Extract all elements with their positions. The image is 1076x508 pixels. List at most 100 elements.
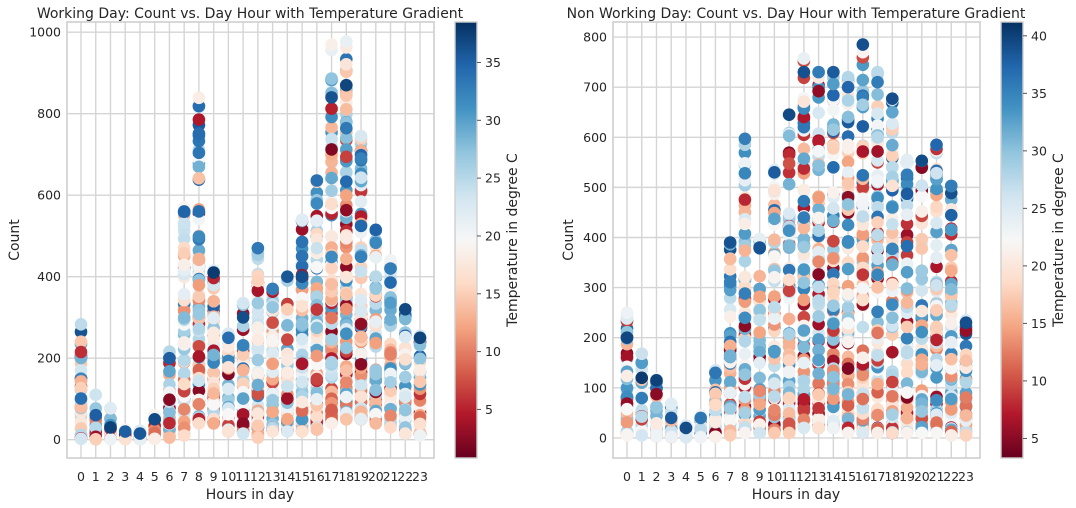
non-working-day-point [871, 326, 884, 340]
working-day-point [340, 390, 353, 404]
non-working-day-point [930, 225, 943, 239]
working-day-xtick-label: 21 [383, 469, 399, 484]
non-working-day-point [900, 426, 914, 440]
working-day-point [89, 421, 103, 435]
working-day-point [340, 270, 353, 284]
non-working-day-title: Non Working Day: Count vs. Day Hour with… [567, 6, 1026, 22]
non-working-day-point [797, 95, 811, 108]
non-working-day-point [827, 214, 840, 228]
working-day-point [74, 381, 88, 395]
working-day-point [207, 348, 220, 362]
non-working-day-point [723, 429, 737, 442]
non-working-day-point [753, 384, 766, 398]
working-day-point [325, 311, 338, 325]
non-working-day-point [856, 120, 870, 133]
non-working-day-point [782, 327, 796, 341]
working-day-point [310, 232, 324, 246]
non-working-day-point [797, 162, 811, 175]
working-day-point [369, 367, 383, 381]
non-working-day-point [930, 279, 943, 292]
working-day-point [295, 395, 309, 409]
working-day-point [340, 327, 353, 340]
non-working-day-point [812, 245, 825, 259]
non-working-day-point [900, 357, 914, 371]
working-day-point [192, 253, 206, 267]
non-working-day-point [723, 414, 737, 428]
non-working-day-point [930, 138, 943, 152]
working-day-point [369, 251, 383, 264]
working-day-point [398, 302, 412, 316]
non-working-day-point [827, 268, 840, 281]
non-working-day-point [782, 166, 796, 180]
non-working-day-point [871, 75, 884, 89]
working-day-point [369, 236, 383, 250]
working-day-point [369, 336, 383, 350]
non-working-day-point [812, 294, 825, 307]
working-day-point [354, 330, 368, 344]
non-working-day-point [915, 179, 929, 192]
working-day-point [295, 317, 309, 331]
working-day-point [192, 91, 206, 105]
non-working-day-point [930, 393, 943, 407]
non-working-day-point [812, 367, 825, 380]
working-day-point [295, 332, 309, 346]
working-day-xtick-label: 20 [368, 469, 384, 484]
non-working-day-point [900, 366, 914, 379]
working-day-point [310, 321, 324, 335]
non-working-day-point [738, 193, 752, 206]
working-day-point [104, 401, 117, 415]
working-day-point [398, 370, 412, 384]
working-day-point [74, 318, 88, 331]
non-working-day-point [930, 182, 943, 196]
non-working-day-point [797, 356, 811, 370]
working-day-point [163, 364, 176, 378]
non-working-day-point [886, 201, 899, 214]
working-day-point [340, 131, 353, 145]
non-working-day-point [944, 362, 958, 375]
non-working-day-point [738, 334, 752, 348]
non-working-day-point [841, 362, 855, 375]
working-day-point [266, 346, 279, 360]
non-working-day-point [930, 216, 943, 230]
non-working-day-point [650, 374, 663, 387]
working-day-point [148, 432, 161, 446]
working-day-colorbar [455, 22, 477, 458]
working-day-point [295, 235, 309, 249]
non-working-day-colorbar-tick-label: 30 [1031, 143, 1047, 158]
non-working-day-point [856, 210, 870, 223]
working-day-point [413, 429, 427, 442]
non-working-day-point [782, 239, 796, 252]
working-day-point [251, 296, 265, 310]
non-working-day-xtick-label: 6 [711, 469, 719, 484]
non-working-day-point [797, 310, 811, 324]
non-working-day-point [723, 263, 737, 276]
non-working-day-point [841, 155, 855, 169]
non-working-day-point [768, 390, 781, 403]
working-day-point [369, 282, 383, 295]
working-day-point [236, 296, 250, 310]
non-working-day-point [841, 138, 855, 152]
working-day-point [325, 417, 338, 430]
working-day-point [354, 357, 368, 371]
working-day-point [236, 392, 250, 405]
working-day-xtick-label: 6 [165, 469, 173, 484]
non-working-day-point [797, 65, 811, 79]
non-working-day-point [782, 417, 796, 431]
working-day-xtick-label: 3 [121, 469, 129, 484]
non-working-day-point [827, 88, 840, 102]
non-working-day-xtick-label: 16 [855, 469, 871, 484]
non-working-day-point [871, 119, 884, 132]
working-day-point [310, 214, 324, 228]
non-working-day-point [827, 142, 840, 155]
non-working-day-point [886, 426, 899, 440]
working-day-point [384, 313, 397, 327]
working-day-point [192, 339, 206, 353]
non-working-day-point [871, 426, 884, 440]
non-working-day-point [886, 375, 899, 389]
working-day-point [236, 311, 250, 324]
non-working-day-point [753, 371, 766, 385]
working-day-point [192, 397, 206, 411]
working-day-xtick-label: 1 [92, 469, 100, 484]
non-working-day-point [782, 108, 796, 122]
non-working-day-point [841, 110, 855, 124]
